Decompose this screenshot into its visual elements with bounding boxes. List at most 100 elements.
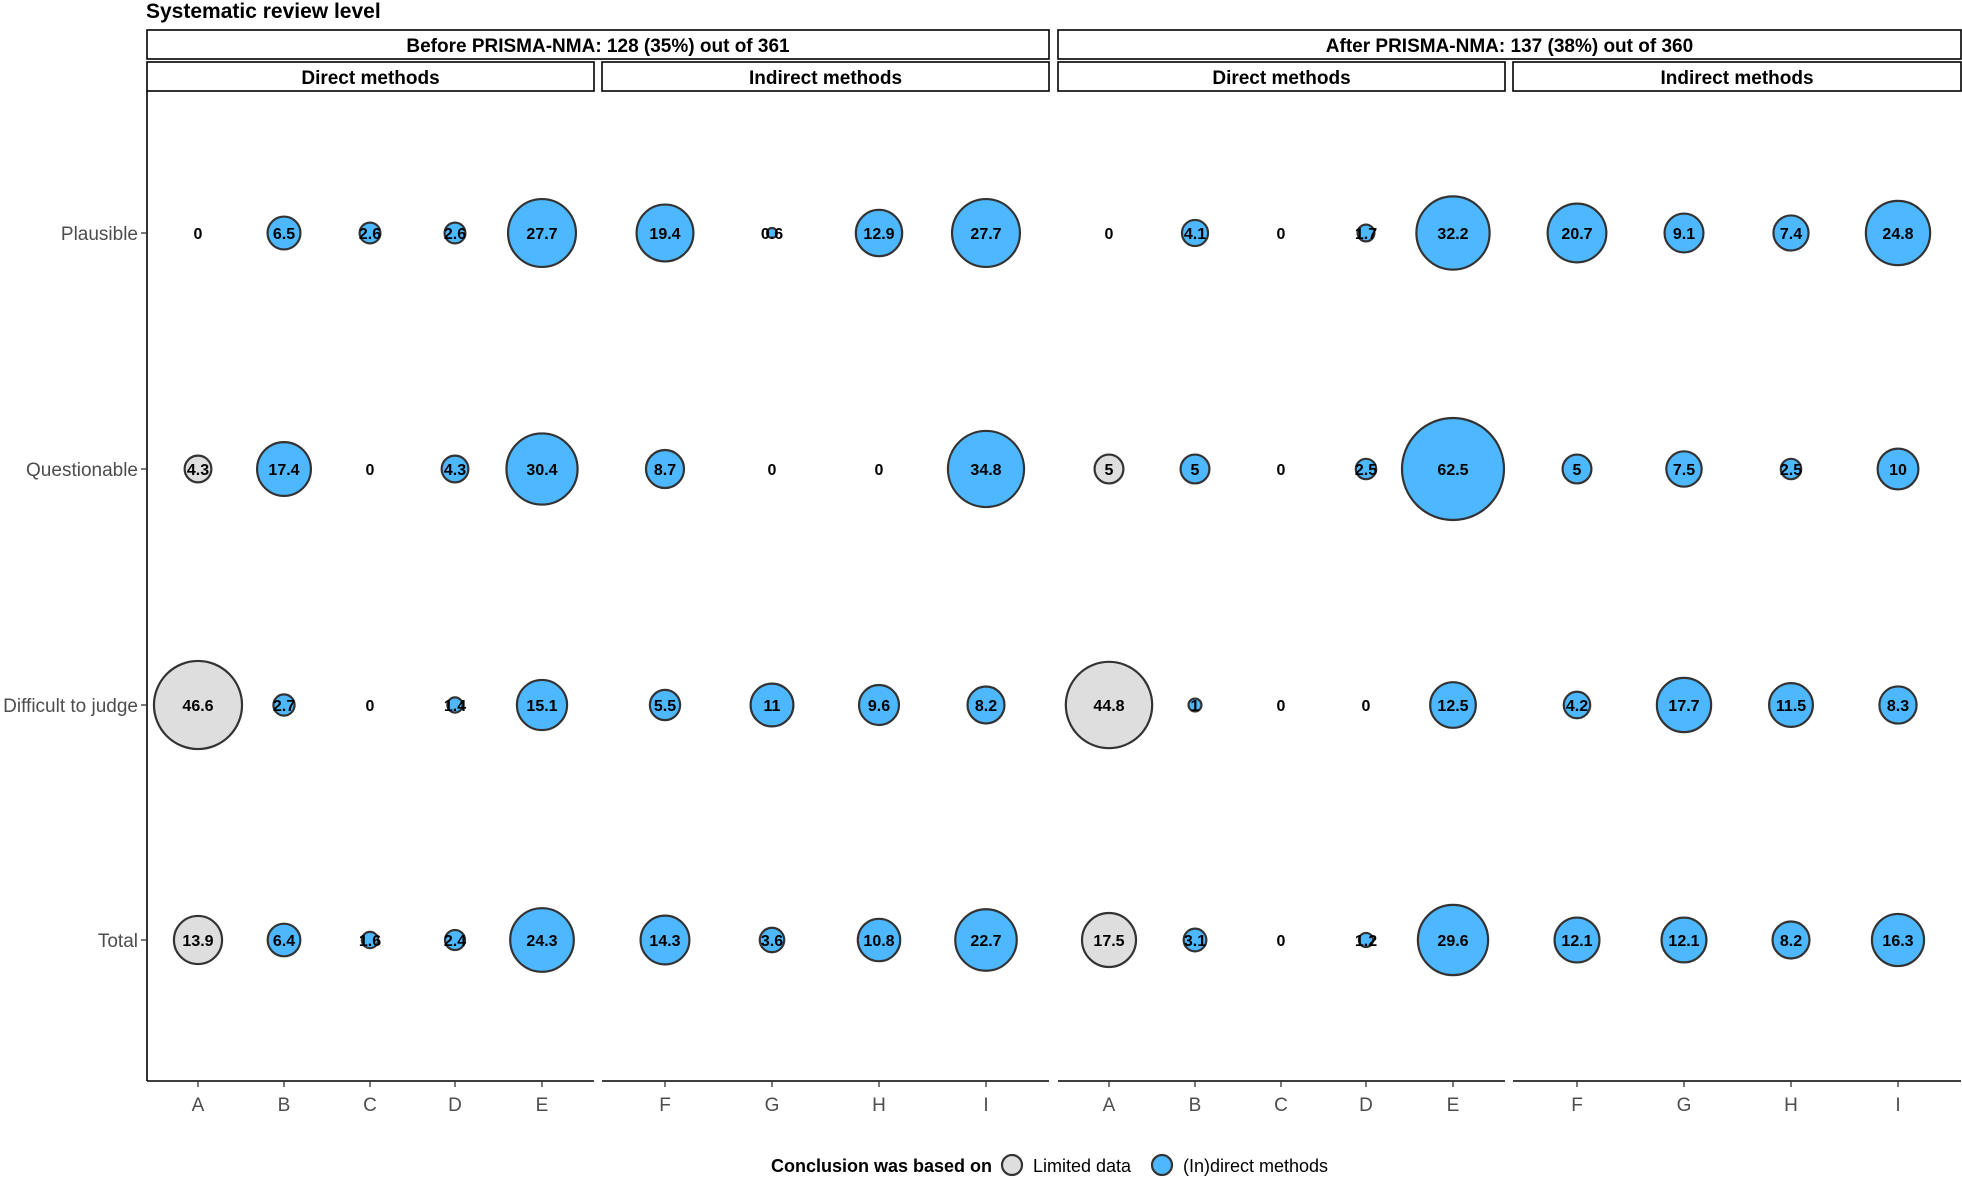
bubble <box>1354 457 1378 481</box>
y-tick-label: Difficult to judge <box>3 696 138 717</box>
bubble-value-label: 19.4 <box>649 226 680 243</box>
bubble <box>1400 416 1506 522</box>
bubble <box>506 197 578 269</box>
bubble-value-label: 2.7 <box>273 698 295 715</box>
y-tick-label: Total <box>98 931 138 952</box>
bubble <box>1553 916 1601 964</box>
bubble <box>1772 214 1810 252</box>
bubble <box>635 203 695 263</box>
bubble-value-label: 62.5 <box>1437 462 1468 479</box>
bubble <box>255 440 313 498</box>
bubble-value-label: 4.1 <box>1184 226 1206 243</box>
bubble <box>446 696 464 714</box>
bubble-value-label: 1.7 <box>1355 226 1377 243</box>
bubble <box>360 930 380 950</box>
bubble-value-label: 32.2 <box>1437 226 1468 243</box>
bubble-value-label: 3.1 <box>1184 933 1206 950</box>
bubble <box>1665 450 1703 488</box>
bubble-value-label: 0.6 <box>761 226 783 243</box>
x-tick-label: H <box>872 1095 886 1116</box>
bubble <box>1561 453 1593 485</box>
bubble-value-label: 8.2 <box>1780 933 1802 950</box>
group-strip-1-1 <box>1512 61 1962 92</box>
bubble <box>1878 685 1918 725</box>
bubble-value-label: 17.5 <box>1093 933 1124 950</box>
bubble-value-label: 7.4 <box>1780 226 1802 243</box>
bubble <box>505 432 579 506</box>
bubble-value-label: 0 <box>768 462 777 479</box>
bubble-value-label: 8.2 <box>975 698 997 715</box>
bubble <box>272 693 296 717</box>
bubble <box>1429 681 1477 729</box>
bubble-value-label: 12.1 <box>1561 933 1592 950</box>
bubble <box>1660 916 1708 964</box>
bubble-value-label: 11 <box>764 698 781 715</box>
bubble-value-label: 5.5 <box>654 698 676 715</box>
bubble-value-label: 3.6 <box>761 933 783 950</box>
bubble-value-label: 4.3 <box>444 462 466 479</box>
panel-strip-label-1: After PRISMA-NMA: 137 (38%) out of 360 <box>1326 36 1693 57</box>
bubble-value-label: 13.9 <box>182 933 213 950</box>
bubble-value-label: 1.6 <box>359 933 381 950</box>
bubble-value-label: 6.5 <box>273 226 295 243</box>
bubble-value-label: 2.5 <box>1355 462 1377 479</box>
bubble <box>1876 447 1920 491</box>
bubble-value-label: 4.3 <box>187 462 209 479</box>
bubble <box>1093 453 1125 485</box>
legend-label-limited: Limited data <box>1033 1156 1132 1176</box>
bubble-value-label: 7.5 <box>1673 462 1695 479</box>
bubble-value-label: 0 <box>1277 933 1286 950</box>
bubble <box>950 197 1022 269</box>
bubble-value-label: 17.7 <box>1668 698 1699 715</box>
bubble <box>758 926 786 954</box>
bubble <box>639 914 691 966</box>
bubble <box>1356 223 1376 243</box>
bubble-value-label: 6.4 <box>273 933 295 950</box>
panel-strip-label-0: Before PRISMA-NMA: 128 (35%) out of 361 <box>406 36 790 57</box>
bubble-value-label: 10 <box>1889 462 1907 479</box>
x-tick-label: I <box>1895 1095 1900 1116</box>
bubble <box>648 688 682 722</box>
bubble-value-label: 9.1 <box>1673 226 1695 243</box>
bubble <box>443 928 467 952</box>
y-tick-label: Questionable <box>26 460 138 481</box>
x-tick-label: A <box>1103 1095 1116 1116</box>
x-tick-label: C <box>363 1095 377 1116</box>
group-strip-1-0 <box>1057 61 1506 92</box>
bubble <box>1415 195 1491 271</box>
bubble <box>1416 903 1490 977</box>
y-axis-ticks: Plausible Questionable Difficult to judge T… <box>3 224 147 952</box>
x-tick-label: D <box>1359 1095 1373 1116</box>
bubble <box>440 454 470 484</box>
bubble <box>1663 212 1705 254</box>
bubble-value-label: 0 <box>366 462 375 479</box>
bubble-value-label: 1.2 <box>1355 933 1377 950</box>
x-tick-label: F <box>1571 1095 1583 1116</box>
bubble-value-label: 12.5 <box>1437 698 1468 715</box>
bubble <box>765 226 779 240</box>
x-tick-label: D <box>448 1095 462 1116</box>
group-strip-label-1-0: Direct methods <box>1212 68 1350 89</box>
bubble-value-label: 24.8 <box>1882 226 1913 243</box>
bubble-value-label: 15.1 <box>526 698 557 715</box>
bubble-value-label: 0 <box>1277 226 1286 243</box>
bubble-value-label: 10.8 <box>863 933 894 950</box>
x-tick-label: E <box>1447 1095 1460 1116</box>
x-tick-label: B <box>1189 1095 1202 1116</box>
bubble-value-label: 2.4 <box>444 933 466 950</box>
bubble <box>1180 218 1210 248</box>
bubble <box>856 917 902 963</box>
bubble <box>1870 912 1926 968</box>
bubble <box>183 454 213 484</box>
bubble-value-label: 20.7 <box>1561 226 1592 243</box>
x-tick-label: B <box>278 1095 291 1116</box>
bubble <box>1064 660 1154 750</box>
bubble <box>1080 911 1138 969</box>
bubble <box>266 215 302 251</box>
bubble <box>1357 931 1375 949</box>
bubble-value-label: 14.3 <box>649 933 680 950</box>
bubble <box>509 907 575 973</box>
x-tick-label: I <box>983 1095 988 1116</box>
panel-strip-1 <box>1057 29 1962 60</box>
